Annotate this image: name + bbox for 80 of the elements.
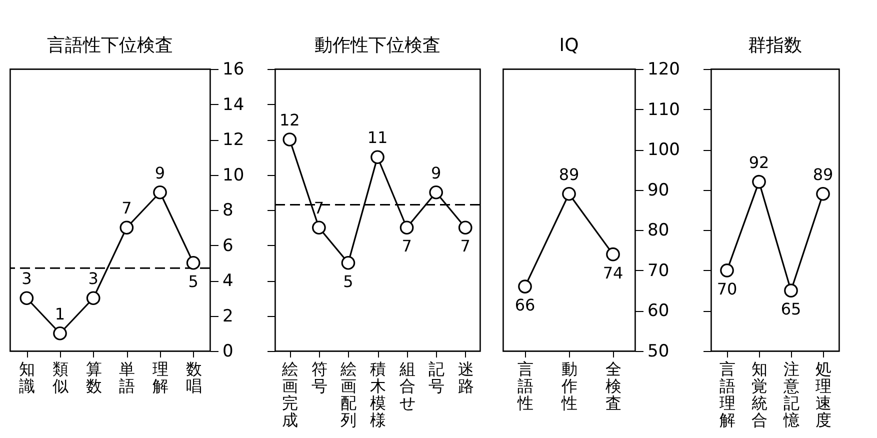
point	[312, 220, 326, 235]
x-tick-label: 処理速度	[816, 360, 832, 430]
data-label: 89	[558, 164, 580, 184]
data-label: 65	[780, 300, 802, 319]
y-tick-label: 50	[648, 342, 670, 362]
y-tick-label: 6	[222, 236, 234, 256]
point	[282, 132, 297, 146]
chart-title: 言語性下位検査	[47, 35, 173, 56]
point	[370, 150, 384, 164]
data-label: 89	[812, 164, 834, 184]
chart-title: IQ	[559, 35, 579, 56]
y-tick-label: 16	[222, 60, 244, 80]
x-tick-label: 迷路	[458, 360, 474, 396]
point	[606, 247, 620, 262]
data-label: 12	[279, 110, 300, 130]
point	[720, 264, 734, 278]
data-label: 92	[748, 152, 770, 172]
x-tick-label: 積木模様	[370, 360, 386, 430]
point	[816, 186, 830, 201]
data-label: 5	[188, 272, 198, 291]
y-tick-label: 90	[648, 180, 670, 200]
data-label: 7	[402, 236, 412, 256]
point	[562, 186, 576, 201]
data-label: 5	[343, 272, 354, 291]
point	[429, 185, 443, 200]
chart-title: 動作性下位検査	[314, 35, 440, 56]
x-tick-label: 言語理解	[720, 360, 736, 430]
y-tick-label: 60	[648, 301, 670, 322]
point	[458, 220, 472, 235]
y-tick-label: 8	[222, 200, 234, 220]
point	[518, 280, 532, 294]
point	[120, 220, 134, 235]
point	[86, 291, 100, 306]
x-tick-label: 絵画配列	[340, 360, 357, 430]
x-tick-label: 動作性	[560, 360, 578, 412]
y-tick-label: 100	[648, 140, 680, 160]
x-tick-label: 記号	[428, 360, 445, 396]
y-tick-label: 0	[222, 342, 234, 362]
data-label: 9	[154, 163, 166, 182]
x-tick-label: 理解	[152, 360, 168, 396]
y-tick-label: 2	[222, 306, 234, 326]
y-tick-label: 70	[648, 260, 670, 281]
x-tick-label: 注意記憶	[782, 360, 800, 430]
y-tick-label: 10	[222, 165, 244, 186]
point	[341, 256, 356, 270]
point	[20, 291, 34, 306]
data-label: 70	[716, 279, 738, 298]
x-tick-label: 全検査	[606, 360, 622, 412]
data-label: 3	[88, 269, 98, 288]
data-label: 11	[367, 128, 388, 148]
x-tick-label: 言語性	[516, 360, 534, 412]
y-tick-label: 14	[222, 94, 244, 115]
point	[784, 284, 798, 298]
x-tick-label: 単語	[119, 360, 136, 396]
y-tick-label: 80	[648, 220, 670, 241]
point	[153, 185, 167, 200]
x-tick-label: 知覚統合	[752, 360, 768, 430]
chart-title: 群指数	[748, 35, 802, 56]
data-label: 1	[54, 304, 66, 324]
point	[186, 256, 200, 270]
point	[400, 220, 414, 235]
y-tick-label: 110	[648, 100, 680, 120]
data-label: 66	[514, 296, 536, 315]
point	[53, 326, 67, 340]
data-label: 74	[602, 263, 624, 282]
x-tick-label: 数唱	[186, 360, 202, 396]
x-tick-label: 知識	[19, 360, 36, 396]
data-label: 7	[460, 236, 470, 256]
x-tick-label: 絵画完成	[281, 360, 298, 430]
data-label: 7	[122, 198, 132, 218]
x-tick-label: 符号	[311, 360, 328, 396]
x-tick-label: 組合せ	[398, 360, 416, 412]
x-tick-label: 類似	[52, 360, 68, 396]
y-tick-label: 4	[222, 271, 234, 291]
y-tick-label: 12	[222, 130, 244, 150]
point	[752, 174, 766, 189]
y-tick-label: 120	[648, 60, 680, 80]
data-label: 3	[22, 269, 32, 288]
data-label: 9	[430, 163, 442, 182]
x-tick-label: 算数	[86, 360, 102, 396]
